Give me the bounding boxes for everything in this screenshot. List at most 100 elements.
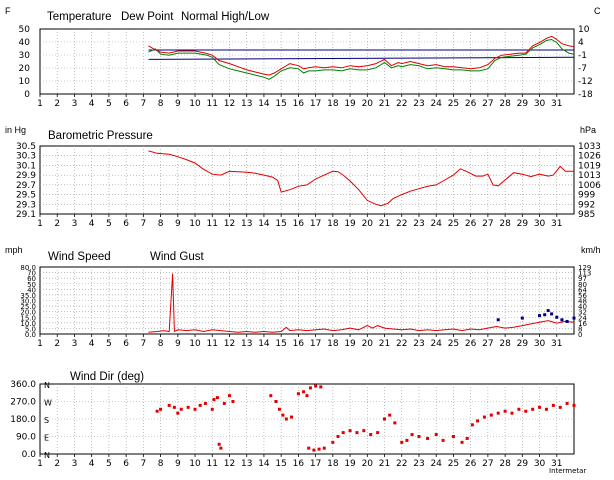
wind-dir-point [176,411,180,415]
x-tick-label: 18 [327,99,339,109]
wind-dir-point [460,440,464,444]
wind-dir-point [319,385,323,389]
x-tick-label: 9 [175,219,181,229]
x-tick-label: 30 [534,219,546,229]
y-tick-label-left: 60 [27,275,36,283]
credit-text: Intermetar [549,467,586,475]
x-tick-label: 31 [551,99,562,109]
y-tick-label-right: 1019 [578,161,601,171]
x-tick-label: 15 [275,99,286,109]
wind-y-ticks-left: 80.07060504035.030.025.020.015.010.05.00… [20,264,36,339]
x-tick-label: 10 [189,459,201,469]
y-tick-label-right: 4 [578,38,584,48]
wind-dir-point [572,403,576,407]
x-tick-label: 11 [207,459,218,469]
y-tick-label-right: 40 [578,303,587,311]
y-tick-label-right: 8 [578,325,582,333]
wind-dir-point [281,413,285,417]
x-tick-label: 7 [140,459,146,469]
wind-dir-point [336,435,340,438]
x-tick-label: 7 [140,219,146,229]
wind-gust-point [560,318,564,322]
x-tick-label: 16 [293,339,305,349]
wind-speed-line [148,273,575,333]
y-tick-label-left: 40 [19,38,31,48]
pressure-title: Barometric Pressure [48,130,153,142]
x-tick-label: 1 [37,339,43,349]
x-tick-label: 2 [54,99,60,109]
compass-label: E [44,434,49,443]
wind-dir-point [441,438,445,442]
x-tick-label: 19 [344,339,356,349]
wind-dir-point [476,419,480,423]
x-tick-label: 16 [293,99,305,109]
wind-dir-point [296,392,300,396]
wind-dir-point [558,405,562,409]
wind-dir-point [289,415,293,419]
temp-y-ticks-right: 10 4 -1 -7 -12 -18 [578,25,593,100]
x-tick-label: 14 [258,339,270,349]
x-tick-label: 12 [224,219,235,229]
y-tick-label-left: 360.0 [10,380,36,390]
y-tick-label-left: 40 [27,286,36,294]
y-tick-label-left: 0 [24,90,30,100]
wind-gust-point [572,316,576,320]
wind-dir-point [203,401,207,405]
x-tick-label: 19 [344,99,356,109]
temp-grid [40,29,574,94]
x-tick-label: 27 [482,99,493,109]
wind-dir-point [210,407,214,411]
y-tick-label-right: 1013 [578,171,601,181]
pressure-unit-left: in Hg [5,125,26,135]
compass-label: W [44,399,52,408]
x-tick-label: 14 [258,459,270,469]
temp-y-ticks-left: 50 40 30 20 10 0 [19,25,31,100]
x-tick-label: 1 [37,459,43,469]
x-tick-label: 20 [362,459,374,469]
compass-label: N [44,451,50,460]
wind-dir-point [388,413,392,417]
y-tick-label-right: 80 [578,281,587,289]
compass-label: N [44,381,50,390]
y-tick-label-left: 90.0 [16,433,36,443]
y-tick-label-left: 70 [27,270,36,278]
x-tick-label: 26 [465,459,477,469]
x-tick-label: 22 [396,339,407,349]
pressure-plot-frame [39,145,575,215]
wind-dir-point [269,394,273,398]
y-tick-label-right: 10 [578,25,590,35]
wind-x-ticks: 1 2 3 4 5 6 7 8 9 10 11 12 13 14 15 16 17 18 19 20 21 22 23 24 2… [37,334,563,349]
wind-dir-point [524,409,528,413]
wind-dir-point [322,446,326,450]
y-tick-label-right: 56 [578,292,587,300]
wind-dir-point [531,407,535,411]
x-tick-label: 11 [207,99,218,109]
x-tick-label: 13 [241,339,252,349]
y-tick-label-left: 30.1 [16,161,36,171]
x-tick-label: 8 [158,459,164,469]
x-tick-label: 4 [89,459,95,469]
y-tick-label-left: 30 [19,51,31,61]
winddir-y-ticks-left: 360.0 270.0 180.0 90.0 0.0 [10,380,36,460]
wind-dir-point [331,440,335,444]
pressure-y-ticks-left: 30.530.330.129.929.729.529.329.1 [16,142,36,220]
x-tick-label: 28 [499,99,511,109]
x-tick-label: 23 [413,99,424,109]
x-tick-label: 29 [517,99,529,109]
x-tick-label: 31 [551,219,562,229]
wind-dir-point [314,384,318,388]
x-tick-label: 29 [517,219,529,229]
y-tick-label-left: 15.0 [20,314,36,322]
x-tick-label: 16 [293,219,305,229]
x-tick-label: 9 [175,99,181,109]
x-tick-label: 26 [465,99,477,109]
y-tick-label-left: 29.5 [16,191,36,201]
x-tick-label: 20 [362,219,374,229]
y-tick-label-left: 10.0 [20,320,36,328]
x-tick-label: 18 [327,219,339,229]
wind-dir-point [167,403,171,407]
y-tick-label-left: 20.0 [20,309,36,317]
y-tick-label-left: 29.3 [16,200,36,210]
